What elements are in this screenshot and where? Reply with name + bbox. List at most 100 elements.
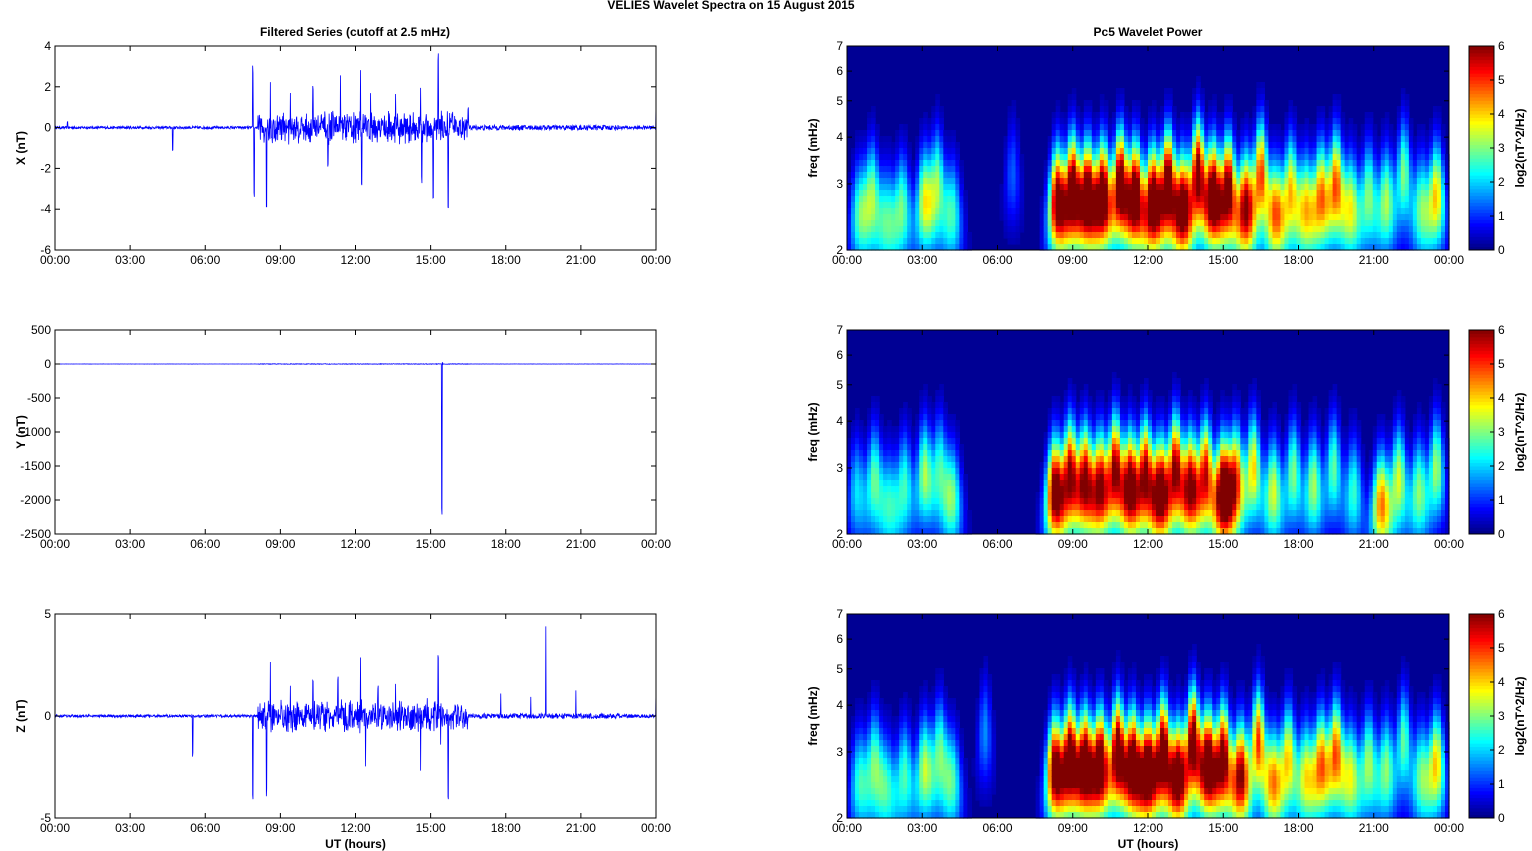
wavelet-y-cell [1220, 432, 1225, 439]
wavelet-x-cell [891, 232, 896, 239]
wavelet-x-cell [1143, 220, 1149, 227]
wavelet-x-colorbar-band [1469, 86, 1494, 91]
wavelet-x-cell [1444, 208, 1450, 215]
wavelet-x-cell [1216, 130, 1221, 137]
wavelet-x-cell [1260, 118, 1265, 125]
wavelet-y-cell [1083, 528, 1089, 535]
wavelet-y-cell [1055, 516, 1061, 523]
wavelet-x-cell [1156, 172, 1161, 179]
wavelet-x-cell [891, 190, 896, 197]
wavelet-x-colorbar-band [1469, 226, 1494, 231]
wavelet-x-cell [1067, 112, 1073, 119]
wavelet-y-cell [1127, 516, 1133, 523]
right-column-title: Pc5 Wavelet Power [1094, 25, 1203, 39]
wavelet-x-cell [1067, 178, 1073, 185]
wavelet-x-cell [1436, 244, 1442, 251]
wavelet-y-cell [931, 456, 936, 463]
wavelet-x-cell [1168, 238, 1173, 245]
wavelet-x-cell [1416, 136, 1422, 143]
wavelet-y-cell [899, 420, 904, 427]
wavelet-y-cell [1111, 486, 1117, 493]
wavelet-x-cell [1212, 184, 1217, 191]
wavelet-x-cell [1404, 136, 1410, 143]
wavelet-y-cell [851, 516, 856, 523]
wavelet-y-cell [1063, 426, 1069, 433]
wavelet-x-cell [1348, 154, 1354, 161]
wavelet-x-colorbar-band [1469, 202, 1494, 207]
wavelet-x-cell [1164, 112, 1169, 119]
wavelet-x-cell [1408, 208, 1414, 215]
wavelet-x-cell [1011, 196, 1017, 203]
wavelet-y-cell [1184, 408, 1189, 415]
wavelet-y-cell [1059, 408, 1065, 415]
wavelet-x-cell [1284, 130, 1290, 137]
wavelet-x-cell [891, 166, 896, 173]
wavelet-y-cell [1115, 420, 1121, 427]
wavelet-x-cell [1015, 232, 1021, 239]
wavelet-y-cell [939, 510, 944, 517]
wavelet-x-cell [1356, 154, 1362, 161]
wavelet-x-cell [1336, 148, 1342, 155]
wavelet-x-cell [859, 136, 864, 143]
wavelet-x-cell [1292, 232, 1298, 239]
wavelet-x-cell [1143, 214, 1149, 221]
wavelet-x-cell [1059, 214, 1065, 221]
wavelet-x-cell [1200, 154, 1205, 161]
wavelet-y-cell [887, 462, 892, 469]
wavelet-y-cell [1168, 516, 1173, 523]
wavelet-x-cell [1280, 184, 1286, 191]
wavelet-x-cell [1424, 136, 1430, 143]
wavelet-y-cell [919, 492, 924, 499]
wavelet-x-cell [1316, 142, 1322, 149]
wavelet-x-cell [1428, 220, 1434, 227]
wavelet-x-cell [1336, 100, 1342, 107]
wavelet-y-cell [1111, 432, 1117, 439]
wavelet-y-cell [1107, 510, 1113, 517]
wavelet-x-cell [867, 112, 872, 119]
wavelet-x-cell [1276, 226, 1282, 233]
wavelet-x-cell [1168, 124, 1173, 131]
wavelet-x-cell [939, 202, 944, 209]
wavelet-x-cell [1083, 130, 1089, 137]
wavelet-x-cell [895, 226, 900, 233]
wavelet-y-cell [1047, 480, 1053, 487]
wavelet-y-cell [1196, 528, 1201, 535]
wavelet-x-cell [1320, 220, 1326, 227]
wavelet-y-cell [1083, 402, 1089, 409]
wavelet-y-cell [1055, 486, 1061, 493]
wavelet-y-cell [1188, 462, 1193, 469]
wavelet-x-cell [1087, 226, 1093, 233]
wavelet-x-cell [1372, 178, 1378, 185]
wavelet-x-cell [1071, 100, 1077, 107]
wavelet-x-cell [1304, 196, 1310, 203]
wavelet-y-cell [1143, 420, 1149, 427]
wavelet-x-cell [1083, 178, 1089, 185]
wavelet-x-cell [1087, 100, 1093, 107]
wavelet-y-cell [1200, 408, 1205, 415]
wavelet-x-cell [875, 148, 880, 155]
wavelet-y-cell [1107, 426, 1113, 433]
wavelet-y-cell [875, 522, 880, 529]
wavelet-x-cell [1280, 196, 1286, 203]
wavelet-y-cell [1119, 468, 1125, 475]
wavelet-x-cell [1308, 238, 1314, 245]
wavelet-x-cell [1095, 220, 1101, 227]
wavelet-y-cell [1043, 462, 1049, 469]
wavelet-x-cell [871, 190, 876, 197]
wavelet-x-cell [931, 124, 936, 131]
wavelet-x-cell [1284, 172, 1290, 179]
wavelet-x-cell [1408, 136, 1414, 143]
wavelet-y-cell [1107, 498, 1113, 505]
wavelet-x-cell [1240, 202, 1245, 209]
wavelet-y-cell [927, 444, 932, 451]
wavelet-x-cell [1352, 208, 1358, 215]
wavelet-x-cell [1348, 238, 1354, 245]
wavelet-x-cell [1143, 208, 1149, 215]
wavelet-x-cell [1288, 232, 1294, 239]
wavelet-x-cell [1160, 220, 1165, 227]
wavelet-x-cell [1232, 172, 1237, 179]
wavelet-x-cell [895, 208, 900, 215]
wavelet-x-cell [1143, 244, 1149, 251]
wavelet-x-cell [1188, 160, 1193, 167]
wavelet-x-cell [1043, 244, 1049, 251]
